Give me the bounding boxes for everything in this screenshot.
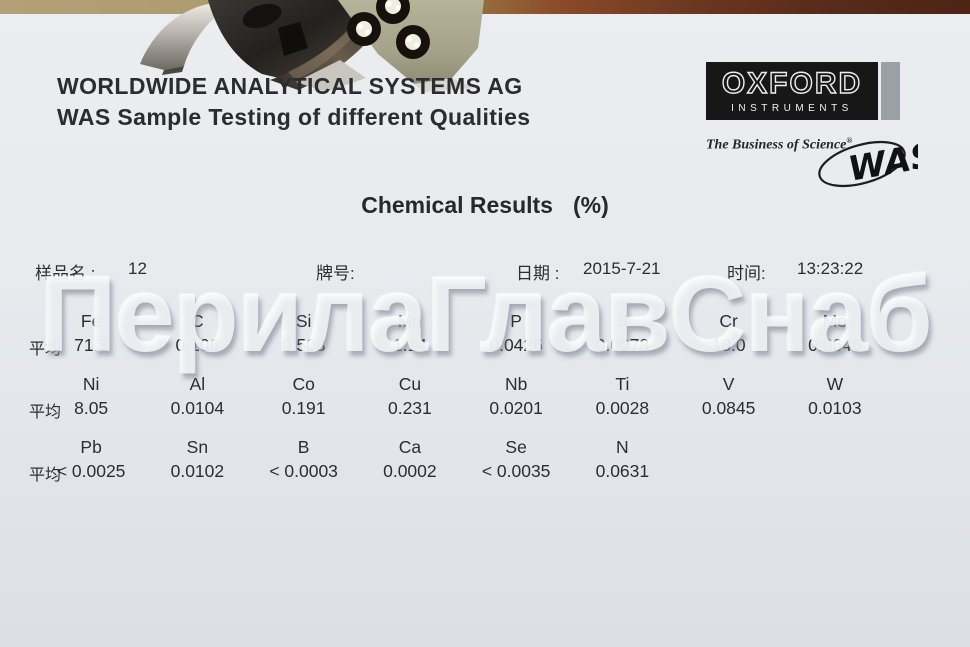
result-cell: C 0.106	[144, 309, 250, 357]
element-value: 8.05	[74, 398, 109, 418]
element-value: 0.0631	[595, 461, 650, 481]
result-cell: Co 0.191	[251, 372, 357, 420]
element-symbol: Nb	[504, 374, 528, 394]
time-value: 13:23:22	[797, 259, 864, 278]
result-cell: Si 0.508	[251, 309, 357, 357]
result-cell: Al 0.0104	[144, 372, 250, 420]
element-value: 0.0845	[701, 398, 756, 418]
element-value: < 0.0025	[56, 461, 126, 481]
time-label: 时间:	[727, 264, 766, 283]
element-symbol: S	[616, 311, 629, 331]
element-symbol: Ca	[398, 437, 422, 457]
element-value: 0.231	[387, 398, 432, 418]
result-cell: Mo 0.0646	[782, 309, 888, 357]
results-row-2: 平均 Ni 8.05 Al 0.0104 Co 0.191 Cu 0.231 Nb 0.0…	[29, 372, 888, 421]
element-symbol: Co	[292, 374, 315, 394]
title-unit: (%)	[572, 192, 609, 218]
avg-prefix: 平均	[29, 404, 62, 421]
element-value: 0.0104	[170, 398, 225, 418]
avg-prefix: 平均	[29, 467, 62, 484]
element-value: 0.0426	[489, 335, 543, 355]
element-value: 0.0078	[595, 335, 650, 355]
result-cell: Sn 0.0102	[144, 435, 250, 483]
company-subtitle: WAS Sample Testing of different Qualitie…	[57, 104, 531, 130]
element-value: 0.0028	[595, 398, 650, 418]
element-value: 0.0646	[808, 335, 862, 355]
element-symbol: C	[191, 311, 204, 331]
oxford-tagline: The Business of Science®	[706, 136, 853, 153]
element-symbol: B	[297, 437, 310, 457]
avg-prefix: 平均	[29, 341, 62, 358]
result-cell: W 0.0103	[782, 372, 888, 420]
results-row-3: 平均 Pb < 0.0025 Sn 0.0102 B < 0.0003 Ca 0.000…	[29, 435, 888, 484]
result-cell: Pb < 0.0025	[38, 435, 144, 483]
oxford-division: INSTRUMENTS	[731, 102, 853, 114]
element-symbol: Mn	[397, 311, 423, 331]
result-cell: Nb 0.0201	[463, 372, 569, 420]
element-symbol: Mo	[822, 311, 848, 331]
was-monogram-icon: WAS	[818, 135, 918, 190]
result-cell: Cu 0.231	[357, 372, 463, 420]
element-symbol: W	[826, 374, 844, 394]
element-symbol: Cr	[719, 311, 738, 331]
element-value: < 0.0035	[481, 461, 551, 481]
result-cell: Ni 8.05	[38, 372, 144, 420]
result-cell: Fe 71.3	[38, 309, 144, 357]
letterhead: WORLDWIDE ANALYTICAL SYSTEMS AG WAS Samp…	[57, 71, 530, 133]
grade-label: 牌号:	[316, 264, 355, 283]
document-title: Chemical Results (%)	[361, 192, 609, 218]
element-value: 0.0102	[170, 461, 225, 481]
oxford-logo: OXFORD INSTRUMENTS	[706, 62, 878, 120]
oxford-logo-bar	[881, 62, 900, 120]
element-symbol: Pb	[80, 437, 102, 457]
results-row-1: 平均 Fe 71.3 C 0.106 Si 0.508 Mn 1.14 P 0.0426 …	[29, 309, 888, 358]
result-cell: N 0.0631	[569, 435, 675, 483]
element-value: 0.0103	[808, 398, 862, 418]
registered-mark: ®	[846, 136, 853, 145]
element-symbol: P	[510, 311, 522, 331]
element-value: 18.0	[711, 335, 746, 355]
element-value: 0.0201	[489, 398, 543, 418]
element-symbol: Cu	[398, 374, 422, 394]
element-symbol: Sn	[186, 437, 209, 457]
element-symbol: Si	[295, 311, 312, 331]
sample-name-value: 12	[128, 259, 147, 278]
result-cell: Ca 0.0002	[357, 435, 463, 483]
element-symbol: Al	[189, 374, 206, 394]
element-value: 1.14	[392, 335, 427, 355]
element-value: < 0.0003	[269, 461, 338, 481]
result-cell: V 0.0845	[676, 372, 782, 420]
element-symbol: Ti	[615, 374, 630, 394]
date-value: 2015-7-21	[583, 259, 661, 278]
element-value: 0.0002	[383, 461, 437, 481]
result-cell: B < 0.0003	[251, 435, 357, 483]
result-cell: S 0.0078	[569, 309, 675, 357]
element-symbol: Fe	[80, 311, 102, 331]
element-symbol: Se	[505, 437, 527, 457]
element-symbol: N	[616, 437, 629, 457]
was-monogram-text: WAS	[845, 135, 918, 190]
result-cell: Se < 0.0035	[463, 435, 569, 483]
oxford-wordmark: OXFORD	[721, 66, 863, 100]
metal-sample-photo	[140, 0, 484, 92]
result-cell: Mn 1.14	[357, 309, 463, 357]
company-name: WORLDWIDE ANALYTICAL SYSTEMS AG	[57, 73, 523, 99]
element-symbol: Ni	[82, 374, 100, 394]
element-value: 0.191	[281, 398, 326, 418]
element-symbol: V	[722, 374, 735, 394]
result-cell: Cr 18.0	[676, 309, 782, 357]
result-cell: Ti 0.0028	[569, 372, 675, 420]
element-value: 0.106	[175, 335, 220, 355]
result-cell: P 0.0426	[463, 309, 569, 357]
element-value: 71.3	[74, 335, 109, 355]
element-value: 0.508	[281, 335, 326, 355]
date-label: 日期 :	[516, 264, 560, 283]
sample-name-label: 样品名 :	[35, 264, 96, 283]
